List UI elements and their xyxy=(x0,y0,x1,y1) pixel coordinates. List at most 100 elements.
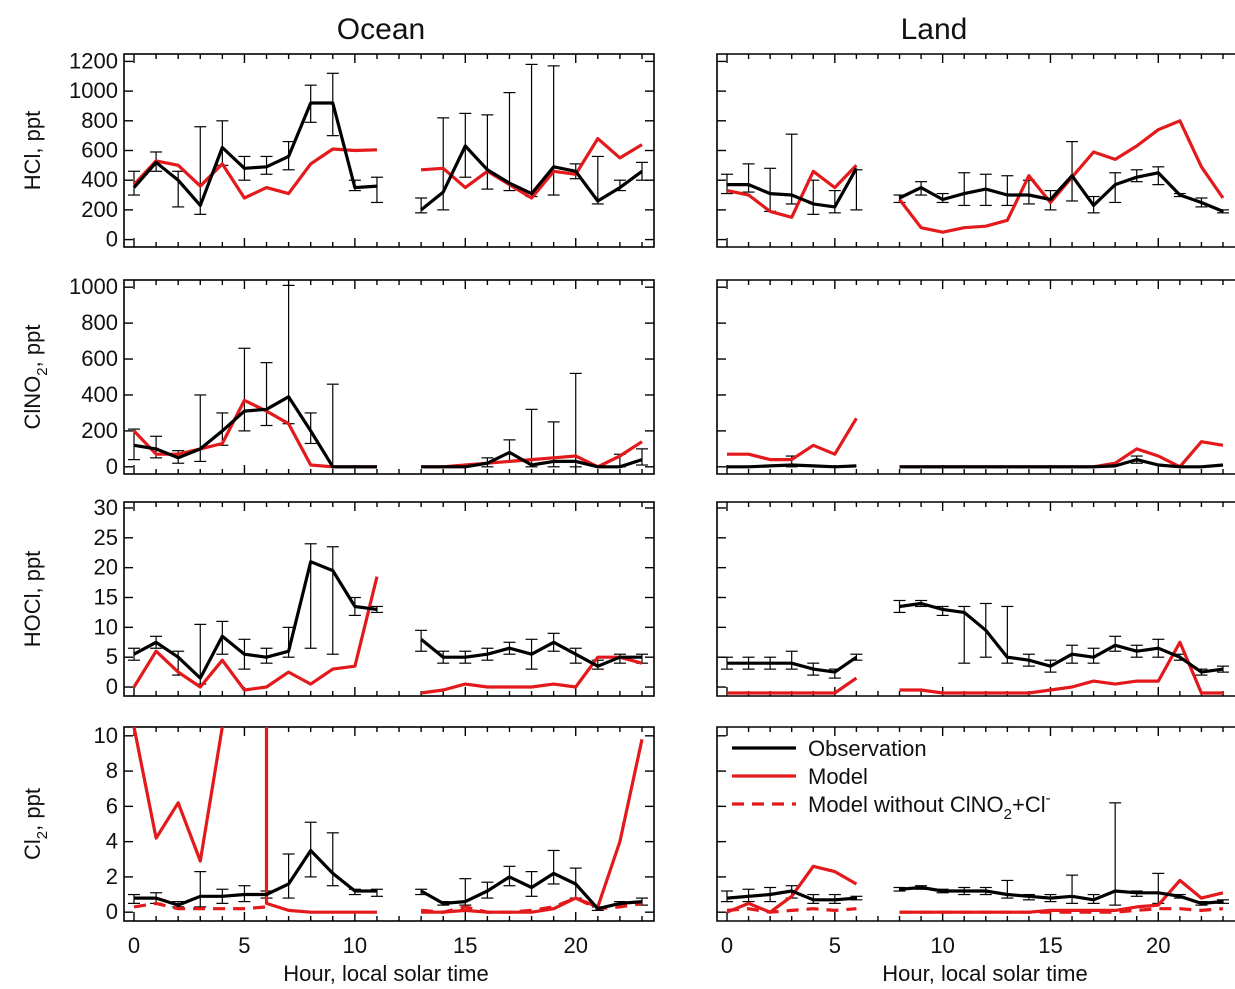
x-axis-label-land: Hour, local solar time xyxy=(882,961,1087,986)
panel-clno2-land xyxy=(716,279,1235,475)
y-axis-label-hcl: HCl, ppt xyxy=(20,111,45,190)
observation-line xyxy=(899,601,1224,674)
x-tick-label: 0 xyxy=(128,933,140,958)
error-bar xyxy=(591,155,604,205)
y-tick-label: 800 xyxy=(81,108,118,133)
model-line xyxy=(899,878,1224,914)
y-axis-label-hocl: HOCl, ppt xyxy=(20,551,45,648)
x-tick-label: 0 xyxy=(721,933,733,958)
panel-frame xyxy=(123,279,655,475)
panel-frame xyxy=(716,501,1235,697)
panel-hocl-ocean: 0 5 10 15 20 25 30 xyxy=(94,495,655,699)
model-line xyxy=(726,864,858,914)
y-tick-label: 400 xyxy=(81,382,118,407)
x-tick-label: 20 xyxy=(563,933,587,958)
model-line xyxy=(898,119,1225,234)
error-bar xyxy=(238,347,251,432)
observation-line xyxy=(727,655,858,674)
x-tick-label: 10 xyxy=(930,933,954,958)
model-line xyxy=(727,676,858,695)
panel-frame xyxy=(716,279,1235,475)
model-line xyxy=(264,727,377,914)
y-tick-label: 10 xyxy=(94,723,118,748)
legend-label: Observation xyxy=(808,736,927,761)
observation-line xyxy=(420,871,643,911)
panel-frame xyxy=(123,501,655,697)
y-tick-label: 25 xyxy=(94,525,118,550)
legend-item: Observation xyxy=(732,736,927,761)
error-bar xyxy=(1152,166,1165,186)
error-bar xyxy=(1001,175,1014,207)
observation-line xyxy=(134,848,377,907)
observation-line xyxy=(727,463,857,469)
model-line xyxy=(726,164,858,219)
observation-line xyxy=(727,167,858,209)
observation-line xyxy=(898,171,1224,213)
error-bar xyxy=(194,126,207,215)
panel-frame xyxy=(716,726,1235,922)
panel-frame xyxy=(123,726,655,922)
y-tick-label: 8 xyxy=(106,758,118,783)
error-bar xyxy=(569,372,582,468)
y-tick-label: 400 xyxy=(81,167,118,192)
error-bar xyxy=(128,428,140,461)
error-bar xyxy=(1001,605,1014,664)
error-bar xyxy=(525,408,538,468)
panel-clno2-ocean: 0 200 400 600 800 1000 xyxy=(69,274,655,479)
error-bar xyxy=(172,170,185,208)
error-bar xyxy=(807,179,820,215)
error-bar xyxy=(636,161,648,181)
model-line xyxy=(132,576,379,692)
error-bar xyxy=(1109,172,1122,204)
legend-label: Model xyxy=(808,764,868,789)
model-line xyxy=(899,440,1224,469)
y-tick-label: 0 xyxy=(106,899,118,924)
error-bar xyxy=(636,448,648,466)
error-bar xyxy=(370,176,383,204)
y-tick-label: 20 xyxy=(94,555,118,580)
y-tick-label: 1000 xyxy=(69,274,118,299)
panel-cl2-land: 0 5 10 15 20 Hour, local solar time xyxy=(716,726,1235,986)
panel-frame xyxy=(716,53,1235,248)
y-tick-label: 4 xyxy=(106,829,118,854)
x-tick-label: 15 xyxy=(453,933,477,958)
panel-cl2-ocean: 0 2 4 6 8 10 0 5 10 15 20 Hour, local solar time xyxy=(94,723,655,986)
y-tick-label: 200 xyxy=(81,197,118,222)
y-tick-label: 600 xyxy=(81,346,118,371)
observation-line xyxy=(133,395,377,469)
error-bar xyxy=(1109,802,1122,906)
y-axis-label-clno2: ClNO2, ppt xyxy=(20,325,51,430)
y-tick-label: 200 xyxy=(81,418,118,443)
observation-line xyxy=(133,560,378,680)
error-bar xyxy=(1066,140,1079,202)
error-bar xyxy=(785,650,798,670)
error-bar xyxy=(415,197,428,214)
model-without-clno2-line xyxy=(726,907,857,914)
panel-hocl-land xyxy=(716,501,1235,697)
error-bar xyxy=(828,189,841,214)
column-title-land: Land xyxy=(901,13,968,46)
y-tick-label: 800 xyxy=(81,310,118,335)
model-line xyxy=(421,738,644,914)
y-tick-label: 6 xyxy=(106,793,118,818)
y-tick-label: 0 xyxy=(106,227,118,252)
error-bar xyxy=(1066,874,1079,904)
error-bar xyxy=(525,63,538,198)
error-bar xyxy=(721,890,733,903)
error-bar xyxy=(742,163,755,193)
error-bar xyxy=(326,383,339,468)
observation-line xyxy=(420,144,643,212)
error-bar xyxy=(194,871,207,908)
error-bar xyxy=(764,167,777,212)
model-line xyxy=(132,147,378,200)
legend-item: Model without ClNO2+Cl- xyxy=(732,790,1051,823)
error-bar xyxy=(785,133,798,205)
panel-hcl-ocean: 0 200 400 600 800 1000 1200 xyxy=(69,48,655,252)
error-bar xyxy=(260,362,273,427)
model-line xyxy=(132,727,224,863)
y-axis-label-cl2: Cl2, ppt xyxy=(20,788,51,860)
observation-line xyxy=(132,101,378,207)
model-line xyxy=(899,640,1223,695)
error-bar xyxy=(525,871,538,897)
